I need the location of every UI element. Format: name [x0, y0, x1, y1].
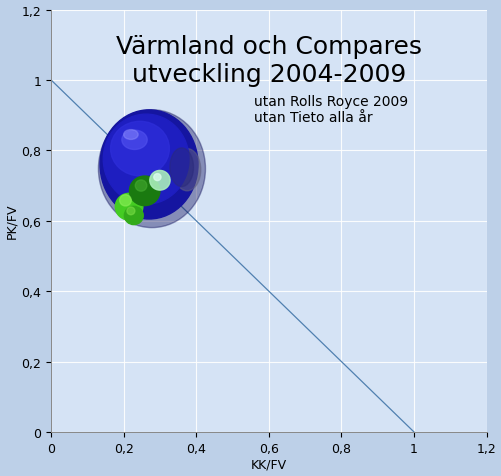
Circle shape — [115, 194, 143, 220]
Circle shape — [124, 207, 143, 225]
Circle shape — [149, 171, 170, 191]
Ellipse shape — [122, 131, 147, 150]
Ellipse shape — [103, 115, 189, 205]
Y-axis label: PK/FV: PK/FV — [6, 204, 19, 239]
Text: Värmland och Compares
utveckling 2004-2009: Värmland och Compares utveckling 2004-20… — [116, 35, 421, 87]
Circle shape — [135, 180, 147, 192]
Ellipse shape — [123, 130, 138, 140]
Circle shape — [127, 208, 135, 215]
Circle shape — [153, 174, 161, 181]
Circle shape — [129, 177, 160, 206]
Circle shape — [119, 195, 131, 207]
Ellipse shape — [100, 110, 198, 219]
Ellipse shape — [98, 110, 205, 228]
Ellipse shape — [110, 122, 169, 177]
Text: utan Rolls Royce 2009
utan Tieto alla år: utan Rolls Royce 2009 utan Tieto alla år — [254, 95, 408, 125]
Ellipse shape — [173, 149, 200, 191]
Ellipse shape — [169, 149, 193, 187]
X-axis label: KK/FV: KK/FV — [250, 457, 286, 470]
